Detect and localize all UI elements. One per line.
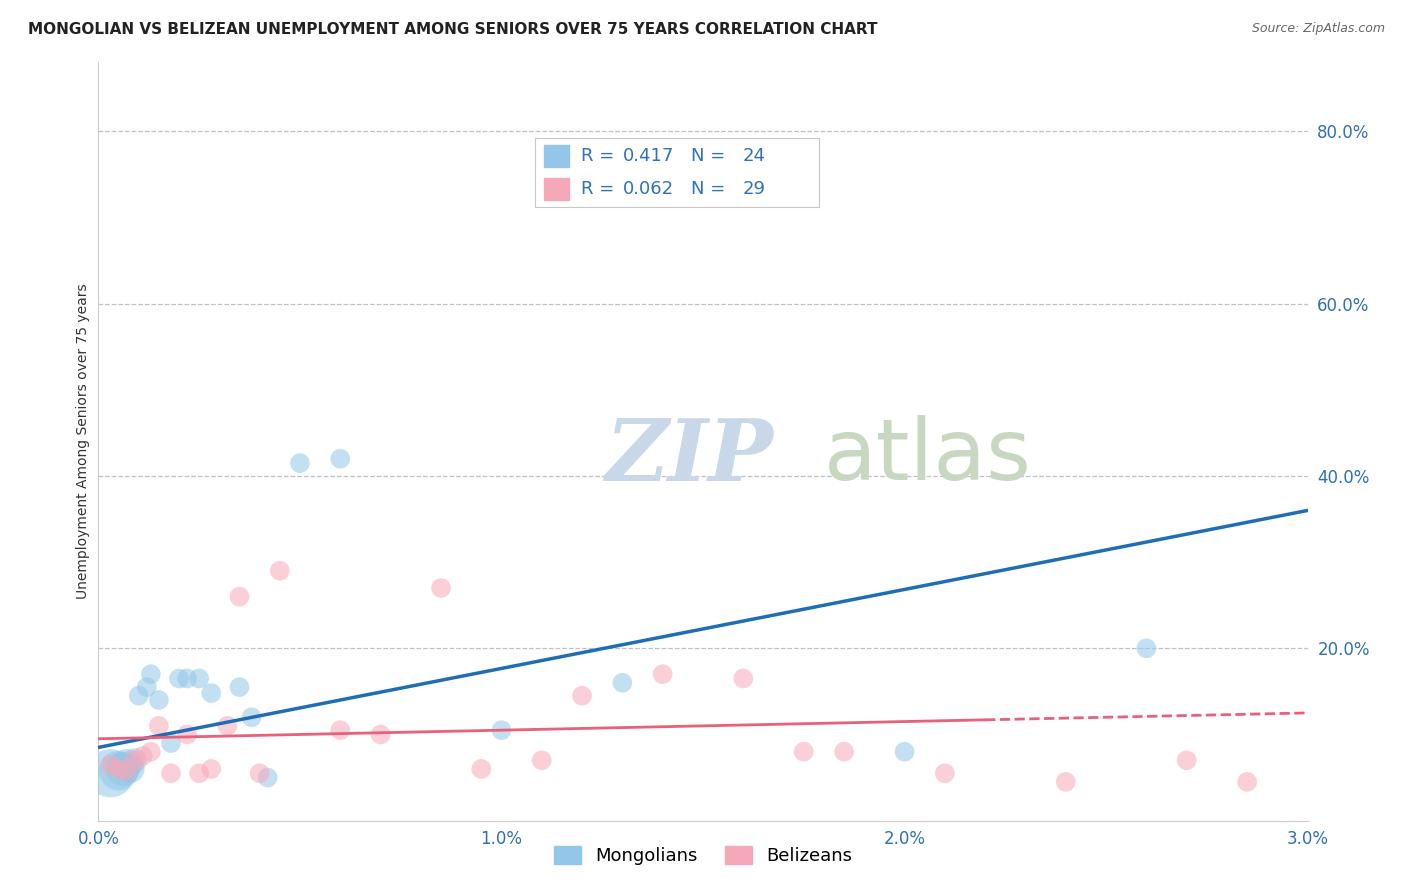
Point [249,766,271,780]
Point [124,753,146,767]
Text: N =: N = [692,180,731,198]
Text: R =: R = [581,180,620,198]
Point [1175,753,1198,767]
Point [934,766,956,780]
Point [148,693,170,707]
Point [491,723,513,738]
Text: MONGOLIAN VS BELIZEAN UNEMPLOYMENT AMONG SENIORS OVER 75 YEARS CORRELATION CHART: MONGOLIAN VS BELIZEAN UNEMPLOYMENT AMONG… [28,22,877,37]
Point [612,675,634,690]
Point [793,745,815,759]
Bar [544,145,569,167]
Point [1135,641,1157,656]
Point [176,727,198,741]
Point [188,672,211,686]
Point [139,667,162,681]
Point [217,719,239,733]
Point [132,749,155,764]
Point [240,710,263,724]
Text: 0.062: 0.062 [623,180,675,198]
Point [733,672,755,686]
Point [107,762,129,776]
Text: 24: 24 [742,147,765,165]
Bar [544,178,569,200]
Text: R =: R = [581,147,620,165]
Point [124,753,146,767]
Point [893,745,915,759]
Point [1236,775,1258,789]
Point [160,736,183,750]
Point [160,766,183,780]
Point [115,757,138,772]
Point [115,764,138,778]
Point [188,766,211,780]
Text: atlas: atlas [824,415,1032,499]
Legend: Mongolians, Belizeans: Mongolians, Belizeans [547,838,859,872]
Point [228,590,250,604]
Point [107,764,129,778]
Point [200,762,222,776]
Point [329,451,352,466]
Text: ZIP: ZIP [606,415,775,499]
Text: N =: N = [692,147,731,165]
Point [148,719,170,733]
Text: 0.417: 0.417 [623,147,675,165]
Point [167,672,190,686]
Point [651,667,673,681]
Point [329,723,352,738]
Point [269,564,291,578]
Point [111,762,134,776]
Point [200,686,222,700]
Point [100,766,122,780]
Text: 29: 29 [742,180,765,198]
Point [120,762,142,776]
Point [100,757,122,772]
Point [1054,775,1077,789]
Point [139,745,162,759]
Point [228,680,250,694]
Point [256,771,278,785]
Point [832,745,855,759]
Point [530,753,553,767]
Point [571,689,593,703]
Point [176,672,198,686]
Point [370,727,392,741]
Point [288,456,311,470]
Point [135,680,157,694]
Y-axis label: Unemployment Among Seniors over 75 years: Unemployment Among Seniors over 75 years [76,284,90,599]
Point [128,689,150,703]
Point [430,581,453,595]
Point [470,762,492,776]
Text: Source: ZipAtlas.com: Source: ZipAtlas.com [1251,22,1385,36]
